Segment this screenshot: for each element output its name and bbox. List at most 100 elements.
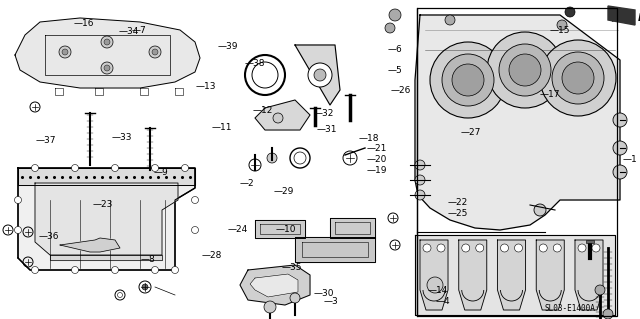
Polygon shape [295, 237, 375, 262]
Polygon shape [18, 168, 195, 270]
Circle shape [104, 65, 110, 71]
Text: —38: —38 [244, 59, 265, 68]
Circle shape [314, 69, 326, 81]
Circle shape [415, 190, 425, 200]
Text: —33: —33 [112, 133, 132, 142]
Text: —19: —19 [366, 166, 387, 175]
Circle shape [437, 244, 445, 252]
Circle shape [191, 226, 198, 234]
Circle shape [613, 113, 627, 127]
Circle shape [72, 165, 79, 172]
Circle shape [603, 309, 613, 319]
Polygon shape [250, 274, 298, 297]
Text: —10: —10 [275, 225, 296, 234]
Polygon shape [415, 235, 615, 315]
Circle shape [540, 244, 547, 252]
Circle shape [452, 64, 484, 96]
Circle shape [31, 266, 38, 273]
Polygon shape [255, 100, 310, 130]
Circle shape [385, 23, 395, 33]
Circle shape [423, 244, 431, 252]
Text: —7: —7 [131, 26, 146, 35]
Text: —2: —2 [240, 179, 255, 188]
Circle shape [149, 46, 161, 58]
Text: —25: —25 [448, 209, 468, 218]
Text: —16: —16 [74, 19, 94, 28]
Text: —23: —23 [93, 200, 113, 209]
Circle shape [442, 54, 494, 106]
Circle shape [389, 9, 401, 21]
Circle shape [445, 15, 455, 25]
Circle shape [15, 226, 22, 234]
Circle shape [72, 266, 79, 273]
Text: —8: —8 [141, 256, 156, 264]
Polygon shape [240, 265, 310, 305]
Circle shape [308, 63, 332, 87]
Text: FR.: FR. [638, 13, 640, 23]
Circle shape [562, 62, 594, 94]
Text: —21: —21 [366, 144, 387, 153]
Circle shape [172, 266, 179, 273]
Circle shape [592, 244, 600, 252]
Circle shape [267, 153, 277, 163]
Polygon shape [255, 220, 305, 238]
Circle shape [101, 36, 113, 48]
Text: —29: —29 [274, 187, 294, 196]
Polygon shape [60, 238, 120, 252]
Text: —11: —11 [211, 123, 232, 132]
Polygon shape [420, 240, 448, 310]
Text: —17: —17 [540, 90, 560, 99]
Circle shape [142, 284, 148, 290]
Text: —36: —36 [38, 232, 59, 241]
Polygon shape [330, 218, 375, 238]
Circle shape [499, 44, 551, 96]
Text: —24: —24 [227, 225, 248, 234]
Text: —22: —22 [448, 198, 468, 207]
Polygon shape [575, 240, 603, 310]
Text: —3: —3 [323, 297, 338, 306]
Text: SL03-E1400A: SL03-E1400A [545, 304, 595, 313]
Circle shape [595, 285, 605, 295]
Polygon shape [459, 240, 487, 310]
Bar [586, 240, 594, 243]
Polygon shape [35, 183, 178, 255]
Polygon shape [295, 45, 340, 105]
Circle shape [191, 197, 198, 204]
Circle shape [515, 244, 522, 252]
Circle shape [415, 175, 425, 185]
Circle shape [476, 244, 484, 252]
Text: —12: —12 [253, 106, 273, 115]
Text: —9: —9 [154, 168, 168, 177]
Circle shape [104, 39, 110, 45]
Circle shape [487, 32, 563, 108]
Text: —34: —34 [118, 27, 139, 36]
Text: —18: —18 [358, 134, 379, 143]
Text: —14: —14 [428, 286, 448, 295]
Polygon shape [50, 255, 162, 260]
Circle shape [427, 277, 443, 293]
Text: —32: —32 [314, 109, 334, 118]
Circle shape [182, 165, 189, 172]
Circle shape [152, 49, 158, 55]
Circle shape [613, 165, 627, 179]
Text: —27: —27 [461, 128, 481, 137]
Circle shape [552, 52, 604, 104]
Polygon shape [536, 240, 564, 310]
Circle shape [273, 113, 283, 123]
Circle shape [31, 165, 38, 172]
Text: —28: —28 [202, 251, 222, 260]
Text: —6: —6 [387, 45, 402, 54]
Text: —15: —15 [549, 26, 570, 35]
Circle shape [290, 293, 300, 303]
Text: —1: —1 [622, 155, 637, 164]
Text: —30: —30 [314, 289, 334, 298]
Bar [417, 8, 617, 316]
Text: —13: —13 [195, 82, 216, 91]
Circle shape [59, 46, 71, 58]
Text: —4: —4 [435, 297, 450, 306]
Circle shape [500, 244, 509, 252]
Circle shape [553, 244, 561, 252]
Circle shape [152, 266, 159, 273]
Polygon shape [415, 15, 620, 230]
Circle shape [264, 301, 276, 313]
